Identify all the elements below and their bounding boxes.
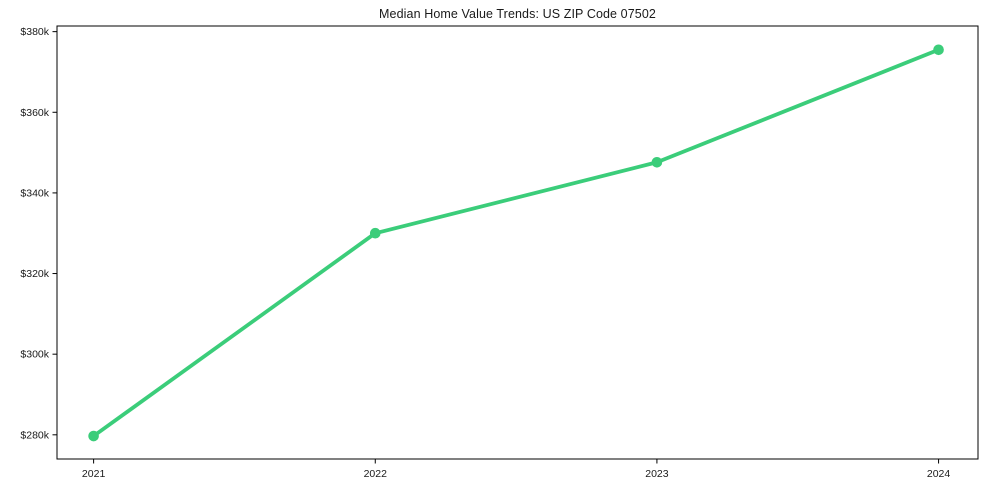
y-tick-label: $360k — [20, 107, 49, 119]
x-tick-label: 2022 — [364, 468, 388, 480]
data-point-marker — [651, 156, 663, 168]
chart-title: Median Home Value Trends: US ZIP Code 07… — [379, 7, 656, 21]
x-tick-label: 2021 — [82, 468, 106, 480]
y-tick-label: $300k — [20, 349, 49, 361]
data-point-marker — [369, 227, 381, 239]
trend-line — [91, 47, 941, 438]
data-point-marker — [88, 430, 99, 442]
y-tick-label: $280k — [20, 429, 49, 441]
plot-border — [56, 25, 979, 460]
data-point-marker — [933, 44, 944, 56]
x-tick-label: 2024 — [927, 468, 951, 480]
y-tick-label: $340k — [20, 187, 49, 199]
x-tick-label: 2023 — [645, 468, 669, 480]
y-tick-label: $380k — [20, 26, 49, 38]
y-tick-label: $320k — [20, 268, 49, 280]
